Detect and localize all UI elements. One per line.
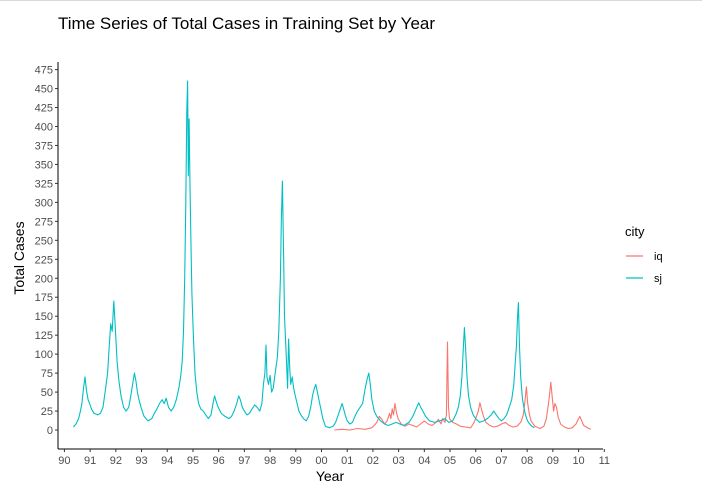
y-axis-title: Total Cases <box>11 221 27 294</box>
axes <box>57 62 603 450</box>
y-tick-label: 375 <box>35 140 53 152</box>
x-tick-label: 95 <box>187 455 199 467</box>
x-tick-label: 09 <box>547 455 559 467</box>
x-tick-label: 98 <box>264 455 276 467</box>
y-tick-label: 225 <box>35 254 53 266</box>
y-tick-label: 325 <box>35 178 53 190</box>
x-tick-label: 99 <box>290 455 302 467</box>
chart-title: Time Series of Total Cases in Training S… <box>58 14 436 33</box>
x-tick-label: 01 <box>341 455 353 467</box>
x-tick-label: 11 <box>599 455 610 467</box>
x-tick-label: 02 <box>367 455 379 467</box>
y-tick-label: 475 <box>35 65 53 77</box>
series-layer <box>72 80 592 431</box>
y-tick-label: 200 <box>35 273 53 285</box>
series-line-sj <box>72 80 535 429</box>
x-tick-label: 05 <box>444 455 456 467</box>
x-tick-label: 91 <box>84 455 96 467</box>
y-tick-label: 100 <box>35 349 53 361</box>
x-tick-label: 04 <box>418 455 430 467</box>
y-tick-label: 450 <box>35 84 53 96</box>
legend-label-iq: iq <box>654 251 663 263</box>
y-tick-label: 75 <box>41 368 53 380</box>
y-tick-label: 125 <box>35 330 53 342</box>
legend: city iq sj <box>625 224 663 285</box>
x-tick-label: 06 <box>470 455 482 467</box>
x-tick-label: 10 <box>572 455 584 467</box>
legend-label-sj: sj <box>654 273 662 285</box>
legend-items: iq sj <box>626 251 663 285</box>
y-tick-label: 150 <box>35 311 53 323</box>
y-ticks: 0 25 50 75 100 125 150 175 200 225 250 275 300 325 350… <box>35 65 58 437</box>
y-tick-label: 0 <box>47 425 53 437</box>
x-tick-label: 07 <box>495 455 507 467</box>
x-tick-label: 96 <box>213 455 225 467</box>
x-tick-label: 90 <box>58 455 70 467</box>
y-tick-label: 300 <box>35 197 53 209</box>
x-tick-label: 92 <box>110 455 122 467</box>
x-ticks: 90 91 92 93 94 95 96 97 98 99 00 01 02 03 04 05 06 07 08 09… <box>58 449 610 467</box>
legend-title: city <box>625 224 645 239</box>
y-tick-label: 425 <box>35 103 53 115</box>
y-tick-label: 275 <box>35 216 53 228</box>
y-tick-label: 250 <box>35 235 53 247</box>
y-tick-label: 175 <box>35 292 53 304</box>
y-tick-label: 25 <box>41 406 53 418</box>
y-tick-label: 350 <box>35 159 53 171</box>
x-tick-label: 93 <box>135 455 147 467</box>
top-divider <box>0 0 702 1</box>
y-tick-label: 50 <box>41 387 53 399</box>
x-axis-title: Year <box>316 468 345 484</box>
x-tick-label: 94 <box>161 455 173 467</box>
x-tick-label: 08 <box>521 455 533 467</box>
x-tick-label: 00 <box>315 455 327 467</box>
y-tick-label: 400 <box>35 122 53 134</box>
x-tick-label: 97 <box>238 455 250 467</box>
x-tick-label: 03 <box>393 455 405 467</box>
